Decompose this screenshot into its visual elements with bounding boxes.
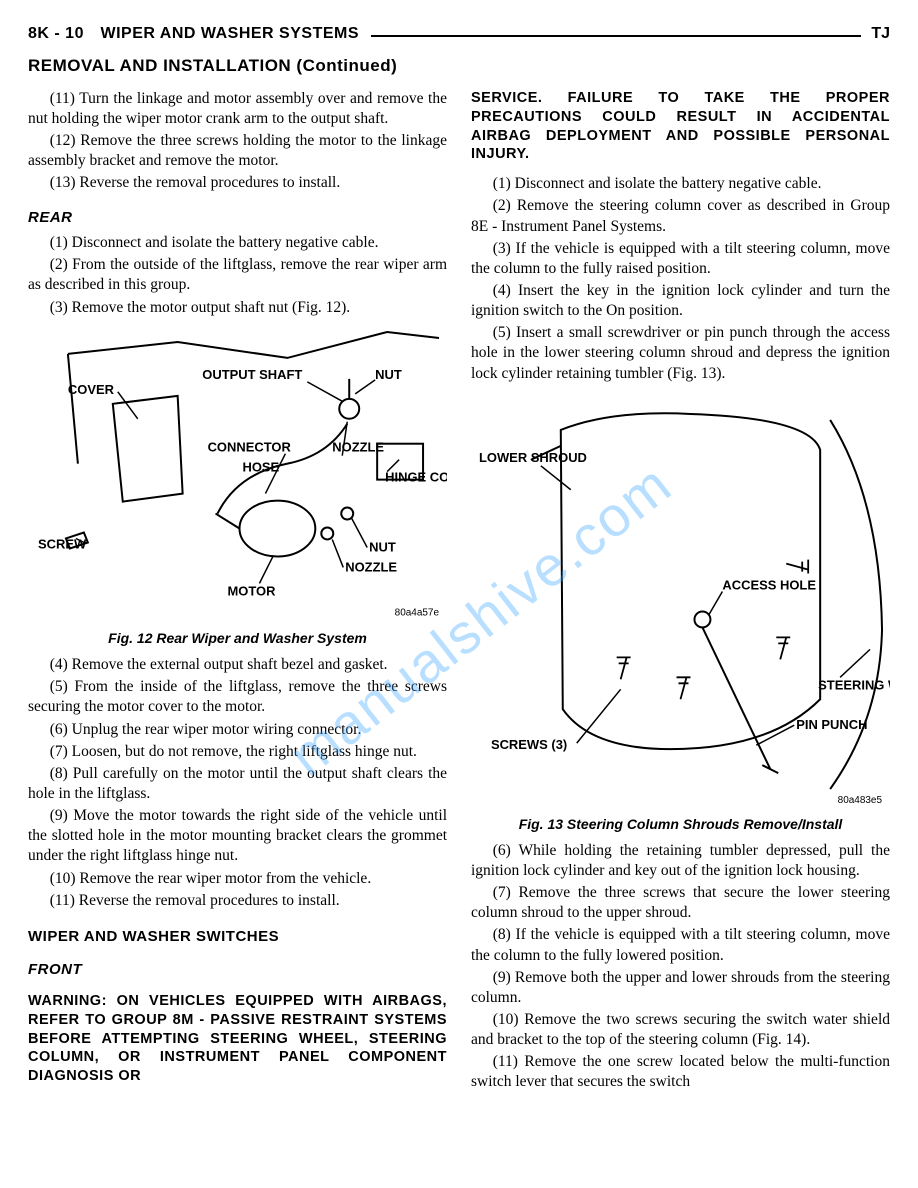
step-3: (3) If the vehicle is equipped with a ti… [471,239,890,279]
figure-12: COVER OUTPUT SHAFT NUT CONNECTOR NOZZLE … [28,324,447,623]
two-column-layout: (11) Turn the linkage and motor assembly… [28,89,890,1095]
para-11: (11) Turn the linkage and motor assembly… [28,89,447,129]
fig12-label-nozzle1: NOZZLE [332,439,384,454]
fig13-code: 80a483e5 [838,795,883,806]
step-2: (2) Remove the steering column cover as … [471,196,890,236]
fig12-label-nozzle2: NOZZLE [345,559,397,574]
section-subheading: REMOVAL AND INSTALLATION (Continued) [28,55,890,77]
left-column: (11) Turn the linkage and motor assembly… [28,89,447,1095]
step-10: (10) Remove the two screws securing the … [471,1010,890,1050]
fig12-label-nut-top: NUT [375,367,402,382]
rear-para-3: (3) Remove the motor output shaft nut (F… [28,298,447,318]
header-right: TJ [871,24,890,45]
rear-para-5: (5) From the inside of the liftglass, re… [28,677,447,717]
fig12-code: 80a4a57e [395,607,440,618]
rear-para-10: (10) Remove the rear wiper motor from th… [28,869,447,889]
rear-para-2: (2) From the outside of the liftglass, r… [28,255,447,295]
fig13-label-steering-wheel: STEERING WHEEL [818,677,890,692]
step-11: (11) Remove the one screw located below … [471,1052,890,1092]
step-7: (7) Remove the three screws that secure … [471,883,890,923]
fig12-label-hose: HOSE [242,459,279,474]
step-6: (6) While holding the retaining tumbler … [471,841,890,881]
step-1: (1) Disconnect and isolate the battery n… [471,174,890,194]
rear-para-8: (8) Pull carefully on the motor until th… [28,764,447,804]
fig12-label-motor: MOTOR [228,583,277,598]
right-column: SERVICE. FAILURE TO TAKE THE PROPER PREC… [471,89,890,1095]
fig13-label-access-hole: ACCESS HOLE [722,577,816,592]
rear-para-4: (4) Remove the external output shaft bez… [28,655,447,675]
rear-para-9: (9) Move the motor towards the right sid… [28,806,447,866]
figure-13-svg: LOWER SHROUD ACCESS HOLE STEERING WHEEL … [471,390,890,809]
rear-para-7: (7) Loosen, but do not remove, the right… [28,742,447,762]
fig12-caption: Fig. 12 Rear Wiper and Washer System [28,629,447,647]
page-header: 8K - 10 WIPER AND WASHER SYSTEMS TJ [28,24,890,45]
figure-12-svg: COVER OUTPUT SHAFT NUT CONNECTOR NOZZLE … [28,324,447,623]
heading-rear: REAR [28,208,447,228]
fig13-caption: Fig. 13 Steering Column Shrouds Remove/I… [471,815,890,833]
rear-para-1: (1) Disconnect and isolate the battery n… [28,233,447,253]
warning-right-continued: SERVICE. FAILURE TO TAKE THE PROPER PREC… [471,89,890,164]
rear-para-6: (6) Unplug the rear wiper motor wiring c… [28,720,447,740]
header-left: 8K - 10 WIPER AND WASHER SYSTEMS [28,24,359,45]
fig12-label-screw: SCREW [38,536,87,551]
step-4: (4) Insert the key in the ignition lock … [471,281,890,321]
fig12-label-cover: COVER [68,381,115,396]
step-9: (9) Remove both the upper and lower shro… [471,968,890,1008]
heading-front: FRONT [28,960,447,980]
para-13: (13) Reverse the removal procedures to i… [28,173,447,193]
fig13-label-pin-punch: PIN PUNCH [796,717,867,732]
fig12-label-connector: CONNECTOR [208,439,292,454]
page: manualshive.com 8K - 10 WIPER AND WASHER… [28,24,890,1095]
rear-para-11: (11) Reverse the removal procedures to i… [28,891,447,911]
header-rule [371,35,861,37]
fig12-label-output-shaft: OUTPUT SHAFT [202,367,302,382]
para-12: (12) Remove the three screws holding the… [28,131,447,171]
figure-13: LOWER SHROUD ACCESS HOLE STEERING WHEEL … [471,390,890,809]
fig12-label-hinge-cover: HINGE COVER [385,469,447,484]
warning-left: WARNING: ON VEHICLES EQUIPPED WITH AIRBA… [28,992,447,1086]
step-5: (5) Insert a small screwdriver or pin pu… [471,323,890,383]
step-8: (8) If the vehicle is equipped with a ti… [471,925,890,965]
fig13-label-screws3: SCREWS (3) [491,737,567,752]
heading-switches: WIPER AND WASHER SWITCHES [28,927,447,947]
fig12-label-nut-bot: NUT [369,539,396,554]
fig13-label-lower-shroud: LOWER SHROUD [479,450,587,465]
